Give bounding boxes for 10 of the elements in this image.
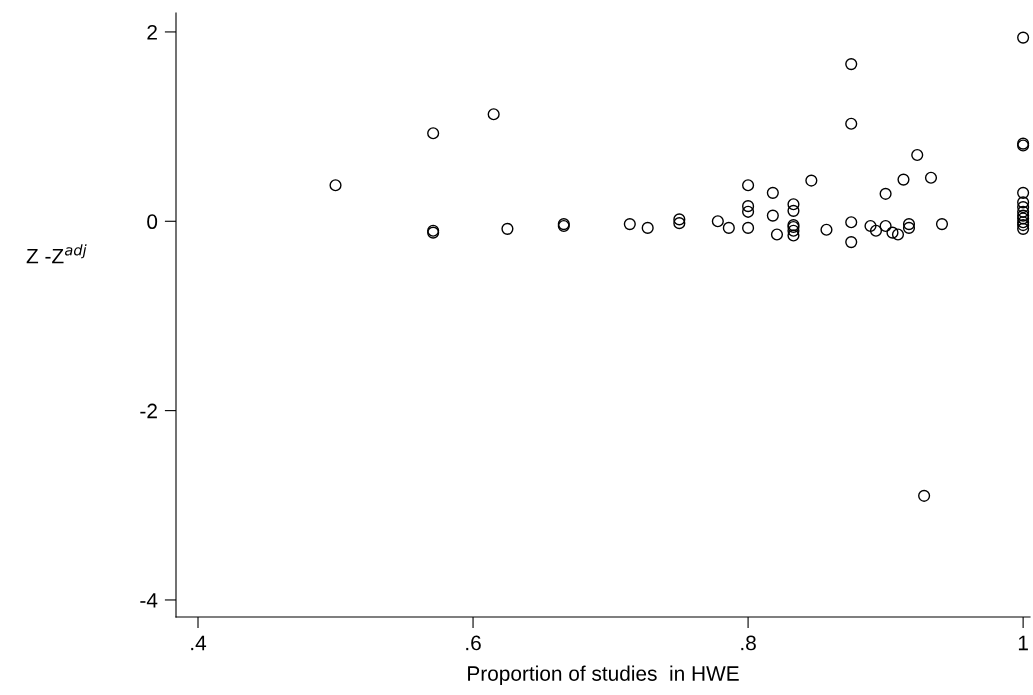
x-tick-label: .6 bbox=[466, 635, 481, 651]
y-tick-label: 2 bbox=[147, 24, 157, 40]
x-tick-label: .4 bbox=[191, 635, 207, 651]
y-tick-label: -2 bbox=[140, 403, 157, 419]
y-axis-title: Z -Z$^{adj}$ bbox=[26, 244, 87, 264]
x-tick-label: .8 bbox=[741, 635, 756, 651]
y-tick-label: 0 bbox=[147, 214, 158, 230]
y-tick-label: -4 bbox=[140, 593, 158, 608]
x-axis-title: Proportion of studies in HWE bbox=[468, 665, 739, 686]
x-tick-label: 1 bbox=[1018, 635, 1028, 651]
